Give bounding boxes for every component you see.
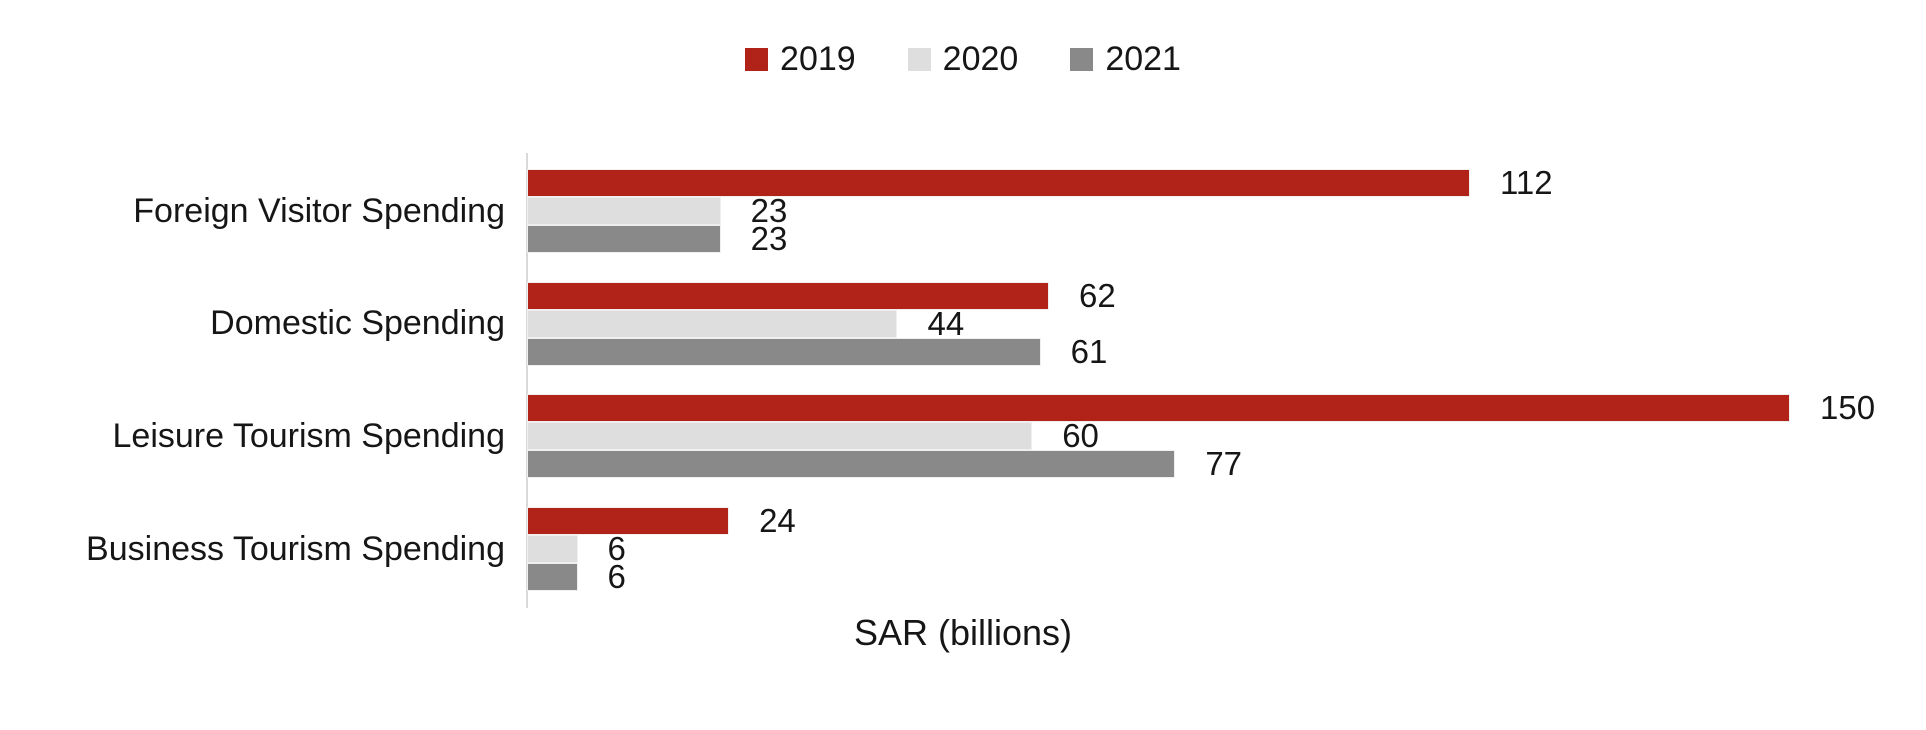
- legend-swatch-2021: [1070, 47, 1094, 71]
- legend-swatch-2020: [907, 47, 931, 71]
- value-label: 77: [1205, 445, 1243, 483]
- bar-2021: [527, 337, 1041, 366]
- legend-swatch-2019: [745, 47, 769, 71]
- bar-2020: [527, 422, 1033, 451]
- legend-item-2020: 2020: [907, 40, 1019, 78]
- value-label: 6: [607, 558, 626, 596]
- value-label: 61: [1070, 332, 1108, 370]
- value-label: 23: [750, 220, 788, 257]
- bar-2021: [527, 450, 1176, 479]
- legend-label: 2020: [942, 40, 1019, 78]
- bar-2020: [527, 197, 721, 225]
- bar-2021: [527, 225, 721, 253]
- value-label: 150: [1820, 389, 1876, 427]
- legend-item-2019: 2019: [745, 42, 856, 76]
- category-label: Leisure Tourism Spending: [112, 416, 506, 455]
- bar-2019: [527, 169, 1471, 197]
- value-label: 23: [750, 192, 788, 229]
- bar-2021: [527, 563, 578, 592]
- value-label: 24: [759, 502, 796, 540]
- bar-2019: [527, 507, 730, 536]
- chart-legend: 2019 2020 2021: [0, 42, 1926, 76]
- bar-2019: [527, 394, 1790, 423]
- legend-label: 2019: [780, 40, 856, 78]
- x-axis-title: SAR (billions): [853, 612, 1073, 653]
- bar-2019: [527, 281, 1050, 310]
- legend-item-2021: 2021: [1070, 42, 1181, 76]
- category-label: Foreign Visitor Spending: [133, 191, 505, 230]
- category-label: Domestic Spending: [210, 304, 505, 343]
- value-label: 44: [927, 304, 965, 342]
- legend-label: 2021: [1105, 40, 1181, 78]
- value-label: 112: [1500, 164, 1553, 201]
- y-axis-line: [526, 153, 528, 608]
- bar-2020: [527, 309, 898, 338]
- value-label: 6: [607, 530, 626, 568]
- value-label: 60: [1062, 417, 1099, 455]
- value-label: 62: [1079, 276, 1116, 314]
- category-label: Business Tourism Spending: [86, 529, 505, 568]
- bar-2020: [527, 535, 578, 564]
